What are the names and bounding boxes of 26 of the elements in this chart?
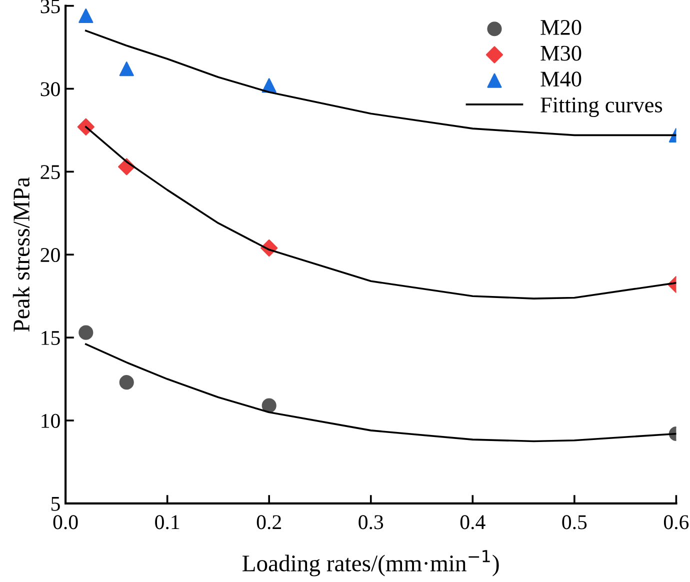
point (78, 8, 94, 24)
legend-label: M20 (540, 20, 582, 35)
x-tick-label: 0.5 (562, 515, 587, 530)
x-tick-label: 0.6 (664, 515, 689, 530)
y-tick-label: 10 (42, 414, 60, 428)
x-axis-title: Loading rates/(mm·min$^{−1}$) (242, 550, 499, 576)
point (77, 118, 94, 136)
x-tick-label: 0.1 (155, 515, 180, 530)
line-series (85, 343, 676, 442)
legend-label: M40 (540, 72, 582, 87)
y-tick-label: 30 (40, 82, 60, 96)
point (78, 325, 94, 340)
y-tick-label: 20 (40, 248, 60, 262)
legend-label: M30 (540, 46, 582, 61)
x-tick-label: 0.0 (53, 515, 78, 530)
point (262, 398, 276, 413)
x-tick-label: 0.2 (256, 515, 281, 530)
y-tick-label: 25 (40, 165, 60, 180)
y-tick-label: 5 (51, 497, 60, 511)
y-tick-label: 15 (42, 331, 60, 345)
x-tick-label: 0.3 (358, 515, 384, 530)
y-axis-title: Peak stress/MPa (12, 177, 30, 332)
point (119, 62, 134, 76)
legend-label: Fitting curves (540, 98, 662, 118)
point (119, 375, 134, 390)
x-tick-label: 0.4 (460, 515, 486, 530)
